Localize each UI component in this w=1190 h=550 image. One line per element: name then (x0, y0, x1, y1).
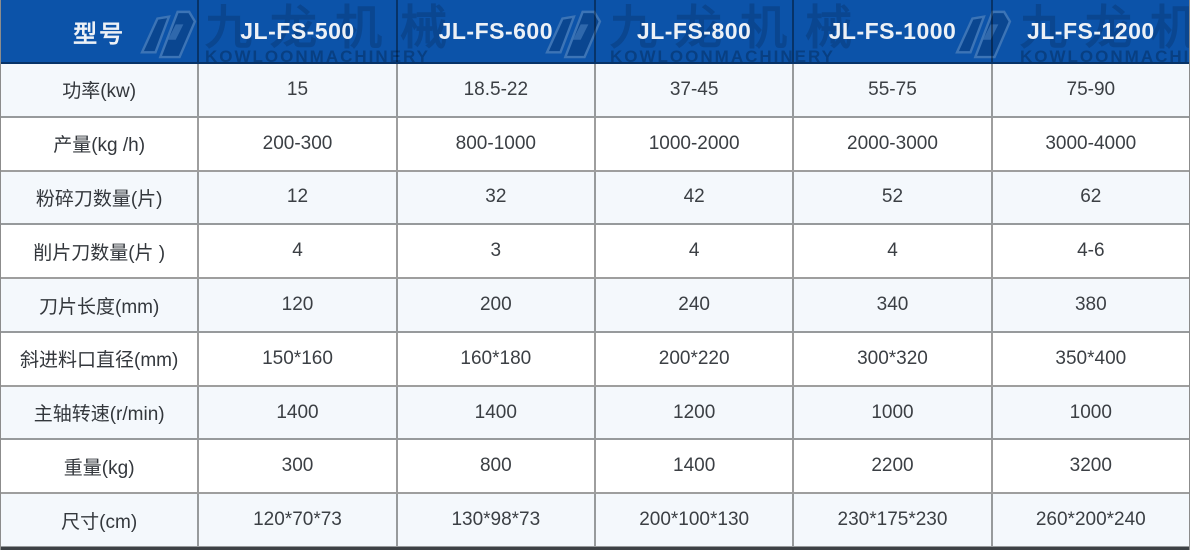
bottom-edge-divider (1, 547, 1189, 550)
value-cell: 62 (990, 171, 1189, 224)
value-cell: 1400 (197, 386, 395, 439)
value-cell: 120*70*73 (197, 494, 395, 547)
value-cell: 75-90 (990, 64, 1189, 116)
value-cell: 350*400 (990, 332, 1189, 385)
value-cell: 160*180 (395, 332, 594, 385)
value-cell: 340 (792, 279, 990, 331)
corner-header-model: 型号 (73, 20, 126, 48)
table-row-weight: 重量(kg) 300 800 1400 2200 3200 (1, 440, 1189, 495)
column-header-jl-fs-500: JL-FS-500 (197, 0, 395, 62)
table-row-chipping-blades: 削片刀数量(片 ) 4 3 4 4 4-6 (1, 225, 1189, 280)
value-cell: 4 (593, 225, 792, 278)
value-cell: 300 (197, 440, 395, 493)
table-row-dimensions: 尺寸(cm) 120*70*73 130*98*73 200*100*130 2… (1, 494, 1189, 548)
row-label-cell: 刀片长度(mm) (39, 296, 160, 318)
value-cell: 4 (792, 225, 990, 278)
value-cell: 4 (197, 225, 395, 278)
column-header-jl-fs-1200: JL-FS-1200 (990, 0, 1189, 62)
row-label-cell: 产量(kg /h) (53, 135, 146, 157)
value-cell: 1000 (990, 386, 1189, 439)
table-row-output: 产量(kg /h) 200-300 800-1000 1000-2000 200… (1, 117, 1189, 172)
value-cell: 200-300 (197, 117, 395, 170)
value-cell: 3000-4000 (990, 117, 1189, 170)
value-cell: 1400 (395, 386, 594, 439)
value-cell: 800-1000 (395, 117, 594, 170)
value-cell: 380 (990, 279, 1189, 331)
value-cell: 12 (197, 171, 395, 224)
row-label-cell: 重量(kg) (63, 457, 135, 479)
value-cell: 3 (395, 225, 594, 278)
value-cell: 200*220 (593, 332, 792, 385)
value-cell: 4-6 (990, 225, 1189, 278)
value-cell: 120 (197, 279, 395, 331)
row-label-cell: 尺寸(cm) (61, 511, 138, 533)
table-body: 功率(kw) 15 18.5-22 37-45 55-75 75-90 产量(k… (1, 64, 1189, 548)
value-cell: 300*320 (792, 332, 990, 385)
value-cell: 2200 (792, 440, 990, 493)
value-cell: 150*160 (197, 332, 395, 385)
value-cell: 32 (395, 171, 594, 224)
row-label-cell: 功率(kw) (62, 81, 137, 103)
value-cell: 18.5-22 (395, 64, 594, 116)
table-row-spindle-speed: 主轴转速(r/min) 1400 1400 1200 1000 1000 (1, 386, 1189, 441)
value-cell: 260*200*240 (990, 494, 1189, 547)
column-header-jl-fs-1000: JL-FS-1000 (792, 0, 990, 62)
table-row-inlet-diameter: 斜进料口直径(mm) 150*160 160*180 200*220 300*3… (1, 332, 1189, 387)
value-cell: 3200 (990, 440, 1189, 493)
value-cell: 230*175*230 (792, 494, 990, 547)
value-cell: 200 (395, 279, 594, 331)
value-cell: 240 (593, 279, 792, 331)
column-header-jl-fs-600: JL-FS-600 (395, 0, 594, 62)
value-cell: 200*100*130 (593, 494, 792, 547)
table-row-power: 功率(kw) 15 18.5-22 37-45 55-75 75-90 (1, 64, 1189, 118)
value-cell: 1200 (593, 386, 792, 439)
table-row-blade-length: 刀片长度(mm) 120 200 240 340 380 (1, 279, 1189, 333)
value-cell: 1000 (792, 386, 990, 439)
value-cell: 42 (593, 171, 792, 224)
value-cell: 55-75 (792, 64, 990, 116)
row-label-cell: 主轴转速(r/min) (33, 404, 165, 426)
column-header-jl-fs-800: JL-FS-800 (593, 0, 792, 62)
value-cell: 1400 (593, 440, 792, 493)
table-row-crushing-blades: 粉碎刀数量(片) 12 32 42 52 62 (1, 171, 1189, 226)
value-cell: 52 (792, 171, 990, 224)
value-cell: 2000-3000 (792, 117, 990, 170)
value-cell: 800 (395, 440, 594, 493)
value-cell: 15 (197, 64, 395, 116)
row-label-cell: 削片刀数量(片 ) (33, 242, 166, 264)
row-label-cell: 粉碎刀数量(片) (35, 188, 163, 210)
value-cell: 130*98*73 (395, 494, 594, 547)
table-header-row: 九龙机械 KOWLOONMACHINERY 九龙机械 KOWLOONMACHIN… (1, 0, 1189, 64)
value-cell: 1000-2000 (593, 117, 792, 170)
value-cell: 37-45 (593, 64, 792, 116)
row-label-cell: 斜进料口直径(mm) (20, 350, 179, 372)
